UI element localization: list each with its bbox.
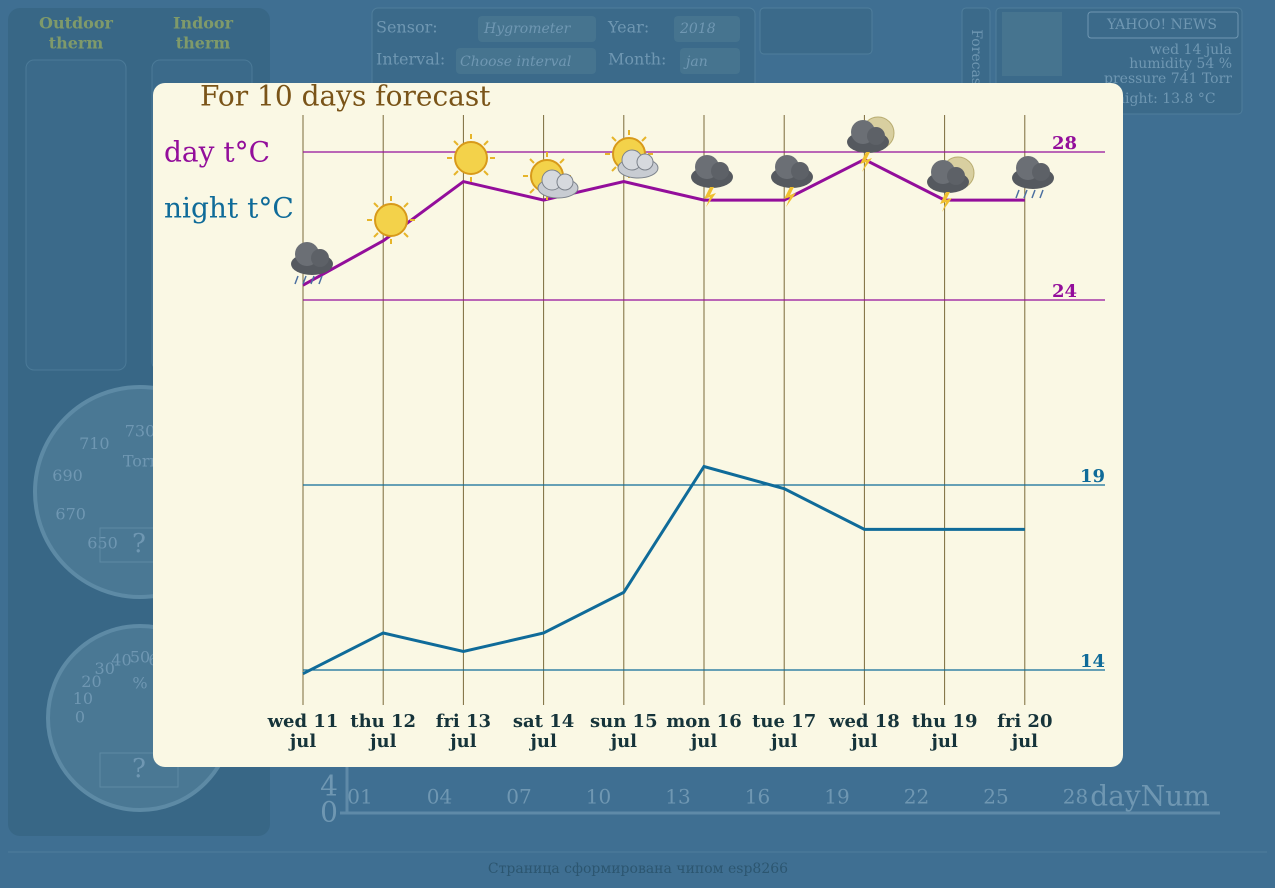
x-tick-label: fri 20 xyxy=(997,711,1052,732)
forecast-modal xyxy=(153,83,1123,767)
interval-value: Choose interval xyxy=(460,54,571,70)
footer: Страница сформирована чипом esp8266 xyxy=(488,861,788,877)
humidity-tick: 30 xyxy=(95,659,115,678)
legend-label: day t°C xyxy=(164,136,270,169)
x-tick-month: jul xyxy=(849,731,878,752)
x-tick-label: sun 15 xyxy=(590,711,658,732)
x-tick-label: thu 12 xyxy=(350,711,416,732)
weather-icon-box xyxy=(1002,12,1062,76)
x-tick-month: jul xyxy=(288,731,317,752)
forecast-title: For 10 days forecast xyxy=(200,80,491,113)
weather-icon-sun xyxy=(446,133,496,183)
x-tick-month: jul xyxy=(1010,731,1039,752)
value-box xyxy=(99,752,179,788)
pressure-tick: 710 xyxy=(79,434,110,453)
forecast-label: Forecast xyxy=(968,29,984,91)
x-tick-month: jul xyxy=(689,731,718,752)
bg-y-tick: 4 xyxy=(320,770,338,803)
x-tick-label: tue 17 xyxy=(752,711,816,732)
bg-x-tick: 07 xyxy=(506,785,531,809)
x-tick-month: jul xyxy=(929,731,958,752)
weather-date: wed 14 jula xyxy=(1150,42,1232,58)
interval-select[interactable] xyxy=(456,48,596,74)
bg-x-tick: 22 xyxy=(904,785,929,809)
humidity-tick: 10 xyxy=(73,689,93,708)
x-tick-label: wed 18 xyxy=(828,711,900,732)
reference-label: 14 xyxy=(1080,651,1105,672)
sensor-select[interactable] xyxy=(478,16,596,42)
outdoor-label: Outdoor xyxy=(39,14,113,33)
weather-pressure: pressure 741 Torr xyxy=(1104,71,1232,87)
pressure-value: ? xyxy=(132,529,146,559)
month-select[interactable] xyxy=(680,48,740,74)
thermometer xyxy=(25,59,127,371)
bg-x-tick: 28 xyxy=(1063,785,1088,809)
bg-x-tick: 01 xyxy=(347,785,372,809)
x-tick-label: mon 16 xyxy=(666,711,741,732)
pressure-tick: 690 xyxy=(52,466,83,485)
weather-night-temp: night: 13.8 °C xyxy=(1116,91,1216,107)
humidity-value: ? xyxy=(132,754,146,784)
humidity-tick: 50 xyxy=(130,648,150,667)
reference-label: 24 xyxy=(1052,281,1077,302)
bg-y-tick: 0 xyxy=(320,796,338,829)
legend-label: night t°C xyxy=(164,192,294,225)
news-logo-box[interactable] xyxy=(1087,11,1239,39)
series-line xyxy=(302,157,1025,287)
humidity-unit: % xyxy=(132,674,147,693)
x-tick-month: jul xyxy=(448,731,477,752)
month-value: jan xyxy=(683,54,708,70)
x-tick-month: jul xyxy=(609,731,638,752)
year-label: Year: xyxy=(607,18,649,37)
month-label: Month: xyxy=(608,50,666,69)
news-logo: YAHOO! NEWS xyxy=(1106,17,1217,33)
bg-x-tick: 04 xyxy=(427,785,452,809)
reference-label: 19 xyxy=(1080,466,1105,487)
weather-humidity: humidity 54 % xyxy=(1129,56,1232,72)
bg-x-tick: 13 xyxy=(665,785,690,809)
x-tick-label: sat 14 xyxy=(513,711,574,732)
humidity-tick: 0 xyxy=(75,708,85,727)
pressure-tick: 650 xyxy=(87,533,118,552)
pressure-tick: 670 xyxy=(55,504,86,523)
indoor-label: Indoor xyxy=(173,14,234,33)
series-line xyxy=(302,464,1025,676)
bg-x-tick: 10 xyxy=(586,785,611,809)
humidity-tick: 20 xyxy=(81,672,101,691)
x-tick-label: thu 19 xyxy=(912,711,978,732)
book-button[interactable] xyxy=(759,7,873,55)
year-select[interactable] xyxy=(674,16,740,42)
x-tick-label: fri 13 xyxy=(436,711,491,732)
indoor-label: therm xyxy=(176,34,231,53)
reference-label: 28 xyxy=(1052,133,1077,154)
interval-label: Interval: xyxy=(376,50,445,69)
bg-x-tick: 25 xyxy=(983,785,1008,809)
x-tick-month: jul xyxy=(769,731,798,752)
outdoor-label: therm xyxy=(49,34,104,53)
sensor-value: Hygrometer xyxy=(483,21,572,37)
x-tick-month: jul xyxy=(528,731,557,752)
bg-x-label: dayNum xyxy=(1090,780,1210,813)
x-tick-label: wed 11 xyxy=(267,711,339,732)
year-value: 2018 xyxy=(679,21,716,37)
pressure-unit: Torr xyxy=(123,452,158,471)
x-tick-month: jul xyxy=(368,731,397,752)
bg-x-tick: 19 xyxy=(824,785,849,809)
sensor-label: Sensor: xyxy=(376,18,438,37)
weather-icon-sun xyxy=(366,195,416,245)
bg-x-tick: 16 xyxy=(745,785,770,809)
pressure-tick: 730 xyxy=(125,422,156,441)
humidity-tick: 40 xyxy=(111,650,131,669)
